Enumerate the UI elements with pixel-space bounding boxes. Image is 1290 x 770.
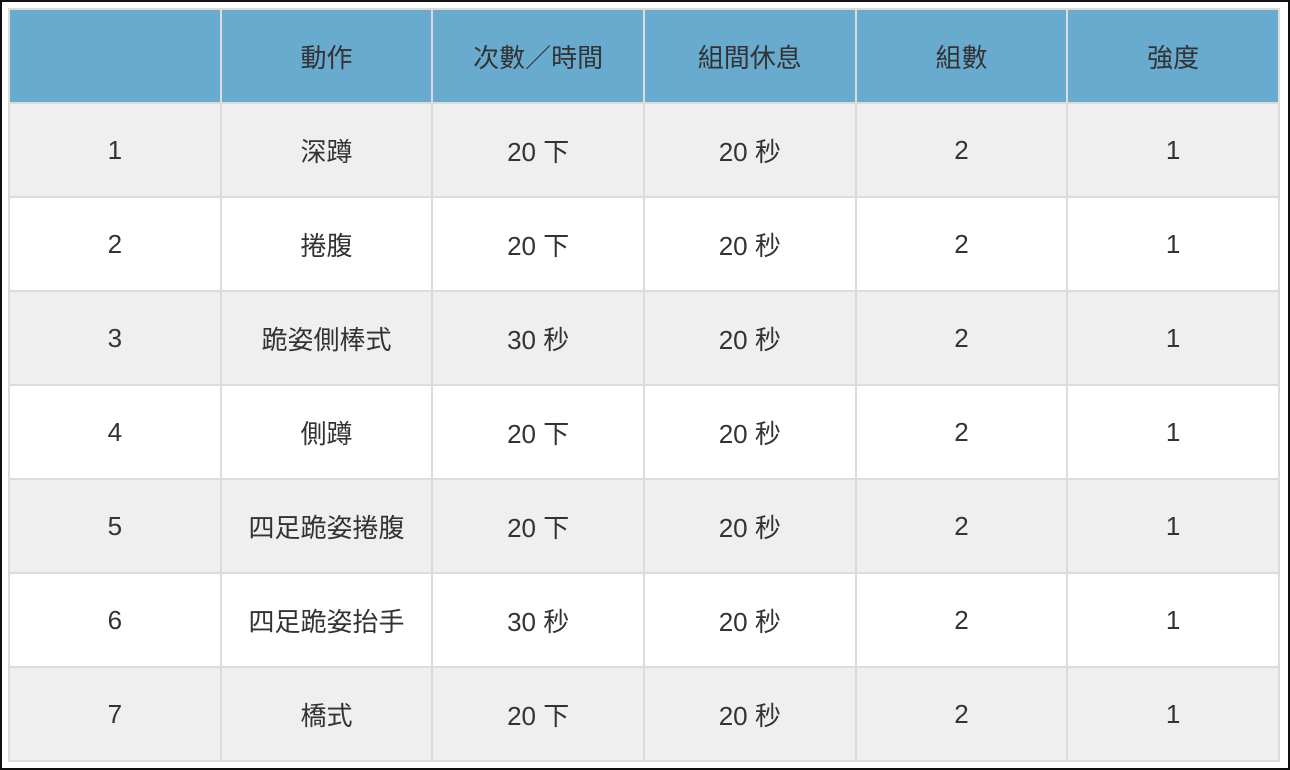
cell-rest: 20 秒 [642,290,857,386]
header-rest: 組間休息 [642,8,857,104]
cell-exercise: 四足跪姿捲腹 [219,478,434,574]
cell-index: 5 [8,478,222,574]
cell-reps-time: 20 下 [431,102,645,198]
cell-index: 3 [8,290,222,386]
cell-rest: 20 秒 [642,102,857,198]
cell-rest: 20 秒 [642,572,857,668]
header-reps-time: 次數／時間 [431,8,645,104]
header-exercise: 動作 [219,8,434,104]
cell-sets: 2 [854,102,1069,198]
cell-reps-time: 30 秒 [431,290,645,386]
cell-sets: 2 [854,572,1069,668]
cell-index: 4 [8,384,222,480]
cell-exercise: 深蹲 [219,102,434,198]
cell-reps-time: 30 秒 [431,572,645,668]
table-header-row: 動作 次數／時間 組間休息 組數 強度 [8,8,1280,104]
cell-reps-time: 20 下 [431,666,645,762]
cell-rest: 20 秒 [642,384,857,480]
cell-sets: 2 [854,196,1069,292]
cell-exercise: 四足跪姿抬手 [219,572,434,668]
cell-reps-time: 20 下 [431,384,645,480]
cell-index: 1 [8,102,222,198]
cell-rest: 20 秒 [642,666,857,762]
cell-index: 7 [8,666,222,762]
cell-sets: 2 [854,478,1069,574]
table-body: 1 深蹲 20 下 20 秒 2 1 2 捲腹 20 下 20 秒 2 1 3 跪姿側棒式 30 秒 20 秒… [8,102,1280,762]
cell-reps-time: 20 下 [431,478,645,574]
cell-rest: 20 秒 [642,478,857,574]
cell-index: 6 [8,572,222,668]
cell-reps-time: 20 下 [431,196,645,292]
cell-intensity: 1 [1066,572,1280,668]
cell-sets: 2 [854,290,1069,386]
cell-exercise: 側蹲 [219,384,434,480]
cell-sets: 2 [854,384,1069,480]
cell-exercise: 捲腹 [219,196,434,292]
header-index [8,8,222,104]
cell-intensity: 1 [1066,102,1280,198]
cell-intensity: 1 [1066,290,1280,386]
workout-table: 動作 次數／時間 組間休息 組數 強度 1 深蹲 20 下 20 秒 2 1 2 捲腹 20 下 20 秒… [8,8,1280,762]
cell-intensity: 1 [1066,666,1280,762]
header-intensity: 強度 [1066,8,1280,104]
cell-exercise: 橋式 [219,666,434,762]
cell-intensity: 1 [1066,478,1280,574]
cell-index: 2 [8,196,222,292]
cell-intensity: 1 [1066,196,1280,292]
header-sets: 組數 [854,8,1069,104]
cell-exercise: 跪姿側棒式 [219,290,434,386]
cell-intensity: 1 [1066,384,1280,480]
cell-rest: 20 秒 [642,196,857,292]
cell-sets: 2 [854,666,1069,762]
